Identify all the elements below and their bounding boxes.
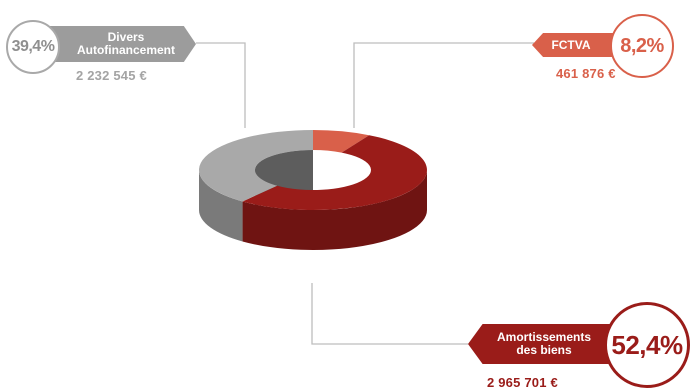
percent-badge-fctva: 8,2% <box>610 14 674 78</box>
percent-badge-amortissements: 52,4% <box>604 302 690 388</box>
donut <box>199 130 427 250</box>
label-tag-amortissements: Amortissements des biens <box>468 324 614 364</box>
leader-line-divers <box>196 43 245 128</box>
label-divers-line2: Autofinancement <box>77 44 175 57</box>
amount-amortissements: 2 965 701 € <box>487 375 558 390</box>
label-amortissements-line2: des biens <box>497 344 591 357</box>
percent-divers: 39,4% <box>12 38 55 56</box>
amount-fctva: 461 876 € <box>556 66 616 81</box>
percent-amortissements: 52,4% <box>611 330 682 361</box>
percent-fctva: 8,2% <box>620 35 664 58</box>
label-tag-divers: Divers Autofinancement <box>44 26 196 62</box>
amount-divers: 2 232 545 € <box>76 68 147 83</box>
label-fctva: FCTVA <box>551 39 590 52</box>
leader-line-amortissements <box>312 283 468 344</box>
percent-badge-divers: 39,4% <box>6 20 60 74</box>
leader-line-fctva <box>354 43 534 128</box>
